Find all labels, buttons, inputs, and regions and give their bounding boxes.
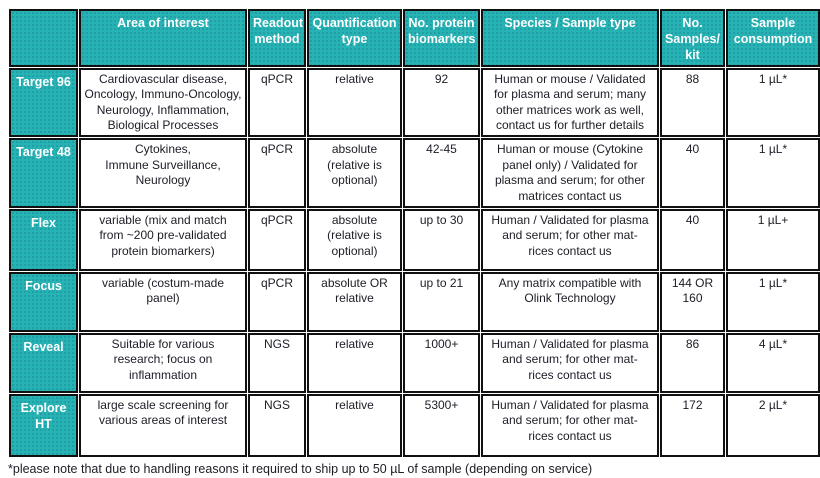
table-row-target-48: Target 48 Cytokines, Immune Surveillance… [9,138,820,208]
row-label-target-48: Target 48 [9,138,78,208]
cell-no-protein-biomarkers: 1000+ [403,332,480,393]
cell-sample-consumption: 1 µL* [726,271,820,332]
cell-readout-method: qPCR [248,271,306,332]
col-header-quantification-type: Quantification type [307,9,402,67]
col-header-no-samples-kit: No. Samples/ kit [660,9,725,67]
cell-area-of-interest: Cytokines, Immune Surveillance, Neurolog… [79,138,247,208]
row-label-explore-ht: Explore HT [9,393,78,457]
cell-area-of-interest: Cardiovascular disease, Oncology, Immuno… [79,68,247,138]
cell-species-sample-type: Human / Validated for plasma and serum; … [481,208,659,271]
cell-area-of-interest: variable (costum-made panel) [79,271,247,332]
cell-no-samples-kit: 40 [660,138,725,208]
cell-species-sample-type: Human / Validated for plasma and serum; … [481,332,659,393]
cell-sample-consumption: 2 µL* [726,393,820,457]
row-label-reveal: Reveal [9,332,78,393]
cell-species-sample-type: Human / Validated for plasma and serum; … [481,393,659,457]
cell-readout-method: NGS [248,332,306,393]
cell-quantification-type: relative [307,68,402,138]
cell-no-samples-kit: 40 [660,208,725,271]
cell-readout-method: qPCR [248,138,306,208]
cell-quantification-type: absolute (relative is optional) [307,208,402,271]
table-row-flex: Flex variable (mix and match from ~200 p… [9,208,820,271]
cell-no-samples-kit: 88 [660,68,725,138]
cell-sample-consumption: 1 µL* [726,138,820,208]
cell-quantification-type: absolute OR relative [307,271,402,332]
cell-sample-consumption: 4 µL* [726,332,820,393]
footnote: *please note that due to handling reason… [8,461,593,476]
row-label-focus: Focus [9,271,78,332]
header-row: Area of interest Readout method Quantifi… [9,9,820,67]
cell-sample-consumption: 1 µL+ [726,208,820,271]
cell-species-sample-type: Human or mouse (Cytokine panel only) / V… [481,138,659,208]
row-label-target-96: Target 96 [9,68,78,138]
table-row-explore-ht: Explore HT large scale screening for var… [9,393,820,457]
cell-no-protein-biomarkers: up to 21 [403,271,480,332]
cell-quantification-type: relative [307,332,402,393]
cell-no-samples-kit: 172 [660,393,725,457]
cell-area-of-interest: large scale screening for various areas … [79,393,247,457]
col-header-readout-method: Readout method [248,9,306,67]
table-row-focus: Focus variable (costum-made panel) qPCR … [9,271,820,332]
cell-no-protein-biomarkers: 42-45 [403,138,480,208]
cell-no-protein-biomarkers: up to 30 [403,208,480,271]
row-label-flex: Flex [9,208,78,271]
cell-no-protein-biomarkers: 5300+ [403,393,480,457]
cell-no-samples-kit: 86 [660,332,725,393]
col-header-species-sample-type: Species / Sample type [481,9,659,67]
cell-no-samples-kit: 144 OR 160 [660,271,725,332]
products-comparison-table: Area of interest Readout method Quantifi… [8,8,820,458]
cell-quantification-type: absolute (relative is optional) [307,138,402,208]
cell-species-sample-type: Any matrix compatible with Olink Technol… [481,271,659,332]
cell-area-of-interest: Suitable for various research; focus on … [79,332,247,393]
cell-readout-method: NGS [248,393,306,457]
col-header-sample-consumption: Sample consumption [726,9,820,67]
corner-cell [9,9,78,67]
table-row-target-96: Target 96 Cardiovascular disease, Oncolo… [9,68,820,138]
cell-readout-method: qPCR [248,68,306,138]
cell-sample-consumption: 1 µL* [726,68,820,138]
cell-species-sample-type: Human or mouse / Validated for plasma an… [481,68,659,138]
table-row-reveal: Reveal Suitable for various research; fo… [9,332,820,393]
col-header-area-of-interest: Area of interest [79,9,247,67]
cell-readout-method: qPCR [248,208,306,271]
cell-area-of-interest: variable (mix and match from ~200 pre-va… [79,208,247,271]
col-header-no-protein-biomarkers: No. protein biomarkers [403,9,480,67]
cell-quantification-type: relative [307,393,402,457]
cell-no-protein-biomarkers: 92 [403,68,480,138]
